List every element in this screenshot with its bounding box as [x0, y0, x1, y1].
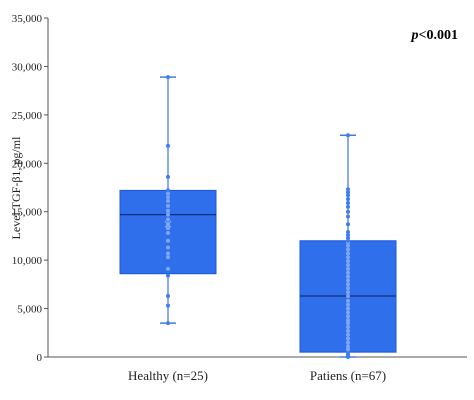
data-point [346, 332, 350, 337]
data-point [346, 286, 350, 291]
y-tick-label: 0 [37, 352, 43, 364]
data-point [166, 188, 170, 193]
y-tick-label: 30,000 [12, 61, 43, 73]
data-point [166, 238, 170, 243]
data-point [346, 235, 350, 240]
data-point [346, 350, 350, 355]
y-tick-label: 10,000 [12, 255, 43, 267]
data-point [346, 238, 350, 243]
data-point [346, 290, 350, 295]
p-value-symbol: p [411, 28, 419, 43]
data-point [346, 200, 350, 205]
data-point [346, 232, 350, 237]
data-point [166, 226, 170, 231]
data-point [346, 251, 350, 256]
data-point [346, 193, 350, 198]
data-point [346, 318, 350, 323]
data-point [166, 321, 170, 326]
data-point [166, 273, 170, 278]
data-point [346, 347, 350, 352]
data-point [346, 243, 350, 248]
data-point [346, 259, 350, 264]
data-point [346, 187, 350, 192]
data-point [166, 191, 170, 196]
data-point [346, 282, 350, 287]
data-point [346, 293, 350, 298]
y-tick-label: 15,000 [12, 207, 43, 219]
data-point [346, 266, 350, 271]
data-point [166, 75, 170, 80]
data-point [346, 314, 350, 319]
data-point [346, 262, 350, 267]
data-point [166, 266, 170, 271]
data-point [346, 324, 350, 329]
data-point [346, 255, 350, 260]
data-point [346, 230, 350, 235]
p-value-annotation: p<0.001 [411, 28, 458, 43]
y-tick-label: 25,000 [12, 110, 43, 122]
data-point [346, 336, 350, 341]
data-point [346, 270, 350, 275]
y-tick-labels: 0 5,000 10,000 15,000 20,000 25,000 30,000 35,0… [12, 13, 48, 364]
y-tick-label: 35,000 [12, 13, 43, 25]
data-point [346, 222, 350, 227]
data-point [346, 274, 350, 279]
data-point [346, 302, 350, 307]
data-point [346, 214, 350, 219]
y-tick-label: 5,000 [17, 304, 42, 316]
data-point [346, 204, 350, 209]
box-series [119, 76, 397, 358]
data-point [346, 197, 350, 202]
data-point [166, 143, 170, 148]
data-points [166, 75, 350, 359]
data-point [166, 217, 170, 222]
data-point [346, 209, 350, 214]
data-point [346, 298, 350, 303]
p-value-text: <0.001 [419, 28, 458, 43]
axes [47, 18, 467, 358]
x-category-label: Patiens (n=67) [310, 368, 386, 383]
data-point [346, 321, 350, 326]
data-point [346, 340, 350, 345]
data-point [166, 251, 170, 256]
data-point [166, 222, 170, 227]
data-point [166, 231, 170, 236]
data-point [346, 278, 350, 283]
data-point [346, 344, 350, 349]
data-point [346, 306, 350, 311]
x-category-label: Healthy (n=25) [128, 368, 208, 383]
data-point [346, 247, 350, 252]
y-axis-title: Level TGF-β1, pg/ml [9, 136, 23, 240]
data-point [166, 303, 170, 308]
data-point [166, 255, 170, 260]
data-point [166, 208, 170, 213]
data-point [166, 293, 170, 298]
data-point [166, 199, 170, 204]
data-point [346, 328, 350, 333]
data-point [346, 310, 350, 315]
data-point [166, 245, 170, 250]
data-point [166, 212, 170, 217]
y-tick-label: 20,000 [12, 158, 43, 170]
x-category-labels: Healthy (n=25) Patiens (n=67) [128, 368, 386, 383]
data-point [166, 174, 170, 179]
data-point [166, 203, 170, 208]
data-point [346, 133, 350, 138]
data-point [166, 195, 170, 200]
data-point [346, 190, 350, 195]
